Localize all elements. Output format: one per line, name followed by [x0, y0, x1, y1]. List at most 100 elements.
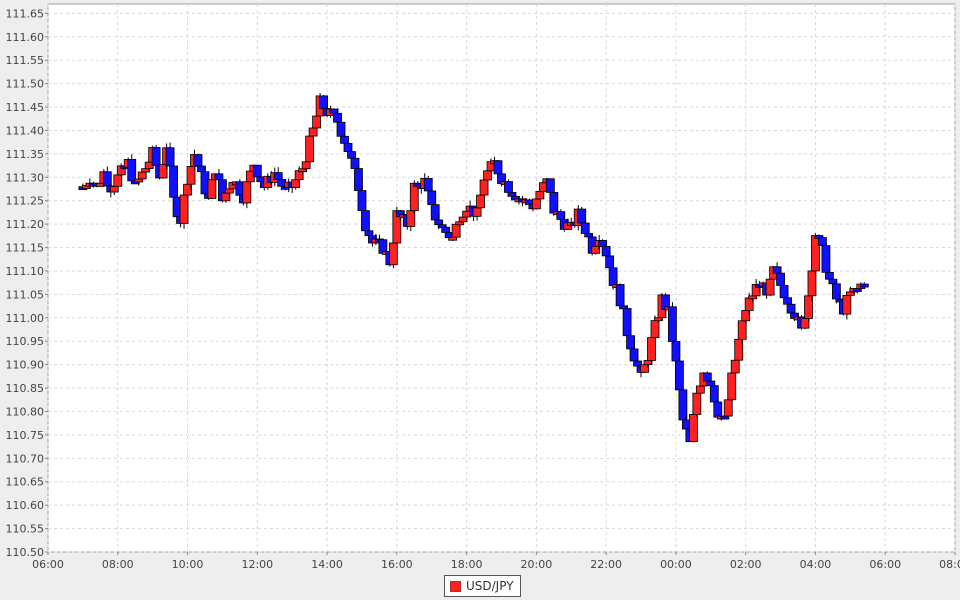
y-tick-label: 111.15 — [6, 242, 45, 255]
candle-body — [430, 204, 440, 221]
candle-body — [723, 399, 733, 417]
candle-body — [298, 168, 308, 173]
y-tick-label: 111.30 — [6, 171, 45, 184]
candle-body — [709, 385, 719, 403]
candle-body — [744, 297, 754, 311]
candle-body — [427, 190, 437, 206]
candle-down — [821, 243, 831, 273]
candle-body — [504, 181, 513, 193]
candle-body — [141, 168, 151, 173]
candle-body — [193, 154, 203, 167]
candle-body — [654, 317, 663, 322]
x-tick-label: 06:00 — [32, 558, 64, 571]
x-tick-label: 08:00 — [102, 558, 134, 571]
y-tick-label: 110.50 — [6, 546, 45, 559]
candle-down — [668, 302, 677, 348]
candle-body — [535, 191, 545, 200]
candle-body — [169, 165, 178, 198]
y-tick-label: 111.00 — [6, 312, 45, 325]
candle-body — [455, 221, 465, 226]
candle-up — [113, 173, 123, 188]
candle-body — [720, 415, 730, 420]
candle-body — [678, 389, 688, 421]
candle-down — [423, 175, 433, 192]
y-tick-label: 111.20 — [6, 218, 45, 231]
candle-body — [448, 236, 458, 241]
candle-body — [545, 178, 555, 193]
candle-body — [165, 147, 175, 167]
candle-body — [350, 157, 360, 169]
candle-body — [675, 360, 684, 391]
x-tick-label: 10:00 — [172, 558, 204, 571]
candle-body — [319, 95, 328, 110]
candle-body — [361, 210, 370, 232]
candle-body — [831, 283, 841, 300]
candle-body — [622, 308, 632, 337]
candle-body — [364, 230, 374, 237]
candle-down — [493, 160, 503, 176]
y-tick-label: 111.05 — [6, 288, 45, 301]
candle-up — [137, 171, 147, 181]
candle-body — [329, 108, 339, 114]
candle-body — [476, 194, 485, 209]
candle-body — [336, 121, 346, 137]
grid-lines — [47, 4, 956, 553]
candle-body — [109, 185, 119, 193]
candle-body — [629, 348, 639, 362]
candle-body — [531, 198, 541, 210]
candlestick-chart: 110.50 110.55 110.60 110.65 110.70 110.75 110.… — [6, 3, 960, 571]
candle-body — [483, 170, 492, 181]
y-tick-label: 111.55 — [6, 54, 45, 67]
candle-body — [406, 210, 416, 227]
candle-body — [556, 211, 566, 220]
candle-body — [388, 242, 398, 266]
y-tick-label: 110.55 — [6, 523, 45, 536]
candle-body — [859, 283, 869, 288]
candle-down — [678, 388, 688, 425]
candle-down — [197, 164, 206, 173]
candle-body — [765, 278, 775, 296]
candle-down — [622, 305, 632, 340]
candle-body — [305, 135, 315, 163]
candle-down — [709, 385, 719, 403]
candle-body — [706, 380, 716, 387]
candle-body — [472, 207, 482, 217]
candle-body — [626, 335, 635, 350]
candle-body — [507, 192, 517, 197]
candle-body — [197, 165, 206, 173]
candle-down — [859, 282, 869, 290]
x-tick-label: 02:00 — [730, 558, 762, 571]
candle-body — [183, 183, 192, 196]
y-tick-label: 110.85 — [6, 382, 45, 395]
candle-body — [577, 208, 587, 224]
x-tick-label: 00:00 — [660, 558, 692, 571]
candle-down — [354, 166, 363, 191]
y-axis: 110.50 110.55 110.60 110.65 110.70 110.75 110.… — [6, 7, 48, 559]
candle-body — [783, 297, 792, 305]
candle-body — [842, 294, 852, 315]
candle-up — [727, 369, 737, 402]
candle-body — [354, 168, 363, 191]
candle-body — [549, 192, 559, 214]
y-tick-label: 111.10 — [6, 265, 45, 278]
x-tick-label: 16:00 — [381, 558, 413, 571]
candle-down — [361, 207, 370, 233]
candle-body — [441, 226, 451, 233]
candle-body — [273, 172, 283, 180]
candle-body — [695, 385, 705, 394]
candle-body — [702, 372, 712, 382]
candle-body — [151, 147, 161, 167]
candle-body — [647, 337, 656, 361]
candle-down — [427, 188, 437, 207]
candle-up — [730, 359, 740, 374]
y-tick-label: 111.40 — [6, 124, 45, 137]
legend-label: USD/JPY — [466, 579, 514, 593]
candle-body — [737, 320, 747, 340]
x-tick-label: 06:00 — [869, 558, 901, 571]
candle-body — [734, 338, 744, 361]
y-tick-label: 110.90 — [6, 359, 45, 372]
x-tick-label: 22:00 — [590, 558, 622, 571]
candle-up — [692, 390, 702, 417]
candle-body — [242, 181, 252, 204]
